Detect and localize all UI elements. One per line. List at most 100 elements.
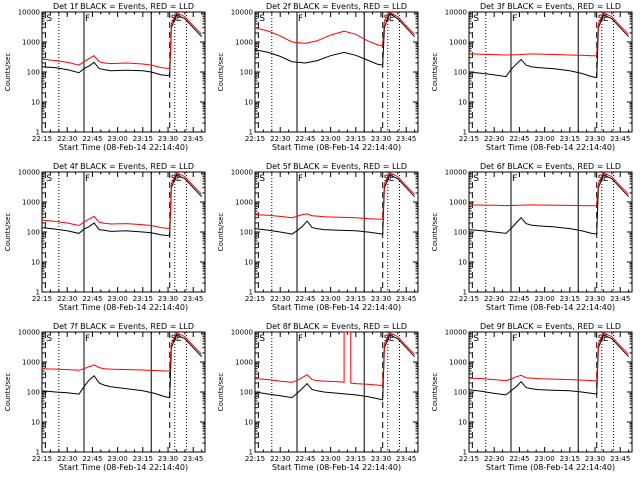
y-tick-label: 100 — [240, 229, 253, 237]
events-series-line — [469, 334, 629, 396]
lld-series-line — [255, 12, 415, 47]
x-tick-label: 22:45 — [82, 295, 102, 303]
x-tick-label: 23:00 — [535, 455, 555, 463]
y-axis-title: Counts/sec — [4, 213, 12, 252]
y-tick-label: 1000 — [235, 359, 253, 367]
panel-title: Det 9f BLACK = Events, RED = LLD — [480, 322, 621, 331]
x-tick-label: 22:15 — [245, 295, 265, 303]
y-tick-label: 10 — [458, 419, 467, 427]
lld-series-line — [255, 332, 415, 387]
marker-label: S — [473, 334, 479, 344]
y-tick-label: 10000 — [445, 169, 467, 177]
y-tick-label: 10000 — [231, 9, 253, 17]
x-tick-label: 22:15 — [245, 135, 265, 143]
x-tick-label: 22:30 — [57, 455, 77, 463]
x-axis-title: Start Time (08-Feb-14 22:14:40) — [486, 303, 615, 312]
marker-label: S — [473, 174, 479, 184]
y-tick-label: 1 — [463, 289, 467, 297]
marker-label: E — [389, 14, 395, 24]
y-axis-title: Counts/sec — [217, 53, 225, 92]
marker-label: S — [46, 14, 52, 24]
y-tick-label: 1 — [249, 289, 253, 297]
marker-label: E — [176, 14, 182, 24]
events-series-line — [255, 334, 415, 401]
x-tick-label: 23:00 — [535, 295, 555, 303]
y-tick-label: 10000 — [231, 169, 253, 177]
marker-label: E — [389, 174, 395, 184]
panel-title: Det 2f BLACK = Events, RED = LLD — [266, 2, 407, 11]
events-series-line — [469, 14, 629, 79]
x-tick-label: 22:30 — [57, 135, 77, 143]
panel-title: Det 8f BLACK = Events, RED = LLD — [266, 322, 407, 331]
events-series-line — [42, 174, 202, 237]
x-tick-label: 23:45 — [183, 295, 203, 303]
panel-title: Det 7f BLACK = Events, RED = LLD — [53, 322, 194, 331]
plot-frame — [41, 171, 206, 293]
x-tick-label: 23:15 — [133, 295, 153, 303]
x-axis-title: Start Time (08-Feb-14 22:14:40) — [486, 463, 615, 472]
x-tick-label: 23:15 — [346, 455, 366, 463]
x-tick-label: 23:30 — [585, 455, 605, 463]
x-axis-title: Start Time (08-Feb-14 22:14:40) — [272, 463, 401, 472]
marker-label: E — [603, 334, 609, 344]
events-series-line — [42, 14, 202, 77]
detector-panel-2: Det 2f BLACK = Events, RED = LLD 1 10 100 10… — [217, 2, 419, 152]
marker-label: F — [512, 174, 517, 184]
y-tick-label: 10 — [244, 419, 253, 427]
x-tick-label: 23:00 — [321, 455, 341, 463]
marker-label: F — [298, 14, 303, 24]
marker-label: S — [259, 14, 265, 24]
y-tick-label: 10000 — [18, 329, 40, 337]
marker-label: E — [176, 334, 182, 344]
x-tick-label: 23:30 — [371, 135, 391, 143]
y-tick-label: 100 — [27, 229, 40, 237]
detector-panel-4: Det 4f BLACK = Events, RED = LLD 1 10 100 10… — [4, 162, 206, 312]
x-tick-label: 22:45 — [509, 455, 529, 463]
x-tick-label: 22:30 — [484, 295, 504, 303]
y-tick-label: 1 — [36, 449, 40, 457]
x-tick-label: 23:45 — [396, 455, 416, 463]
x-tick-label: 23:30 — [158, 455, 178, 463]
marker-label: S — [46, 334, 52, 344]
marker-label: E — [176, 174, 182, 184]
x-tick-label: 22:15 — [245, 455, 265, 463]
lld-series-line — [42, 172, 202, 230]
x-tick-label: 22:30 — [270, 295, 290, 303]
x-tick-label: 23:00 — [108, 455, 128, 463]
x-tick-label: 23:45 — [610, 295, 630, 303]
x-tick-label: 23:00 — [108, 135, 128, 143]
x-axis-title: Start Time (08-Feb-14 22:14:40) — [59, 463, 188, 472]
plot-frame — [41, 11, 206, 133]
y-tick-label: 1 — [463, 129, 467, 137]
x-tick-label: 23:45 — [396, 295, 416, 303]
marker-label: S — [473, 14, 479, 24]
y-tick-label: 10 — [458, 259, 467, 267]
x-tick-label: 23:30 — [371, 295, 391, 303]
x-tick-label: 22:45 — [295, 455, 315, 463]
panel-title: Det 1f BLACK = Events, RED = LLD — [53, 2, 194, 11]
x-tick-label: 23:45 — [183, 135, 203, 143]
y-tick-label: 10 — [31, 99, 40, 107]
x-tick-label: 22:30 — [270, 135, 290, 143]
panel-title: Det 3f BLACK = Events, RED = LLD — [480, 2, 621, 11]
lld-series-line — [469, 12, 629, 57]
y-axis-title: Counts/sec — [4, 53, 12, 92]
y-tick-label: 100 — [454, 229, 467, 237]
plot-frame — [254, 331, 419, 453]
y-axis-title: Counts/sec — [431, 373, 439, 412]
y-tick-label: 100 — [240, 389, 253, 397]
lld-series-line — [42, 12, 202, 70]
y-tick-label: 100 — [240, 69, 253, 77]
y-axis-title: Counts/sec — [217, 373, 225, 412]
y-tick-label: 10000 — [18, 9, 40, 17]
y-tick-label: 1 — [249, 449, 253, 457]
x-tick-label: 22:45 — [295, 295, 315, 303]
x-tick-label: 23:15 — [560, 295, 580, 303]
x-tick-label: 22:30 — [270, 455, 290, 463]
x-tick-label: 23:15 — [560, 455, 580, 463]
x-tick-label: 23:15 — [133, 135, 153, 143]
x-tick-label: 22:15 — [459, 455, 479, 463]
y-tick-label: 10 — [244, 259, 253, 267]
plot-frame — [254, 11, 419, 133]
